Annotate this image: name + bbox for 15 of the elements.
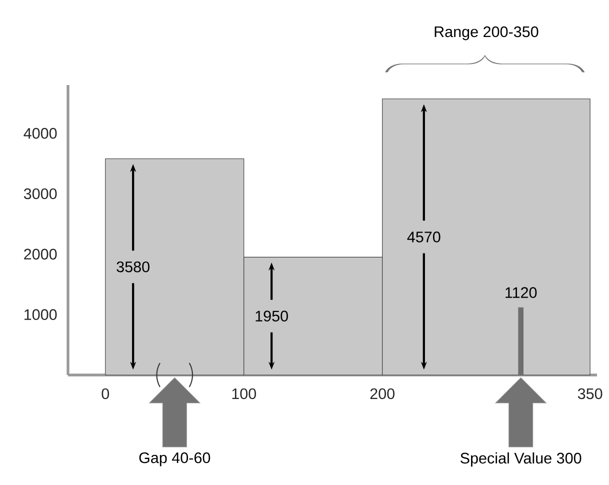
x-tick-label: 100 xyxy=(232,388,256,400)
x-tick-label: 0 xyxy=(102,388,110,400)
y-tick-label: 3000 xyxy=(24,188,57,200)
y-tick-label: 2000 xyxy=(24,248,57,260)
x-tick-label: 350 xyxy=(578,388,602,400)
text: Gap 40-60 xyxy=(139,452,210,466)
y-tick-label: 4000 xyxy=(24,128,57,139)
data-label: 1120 xyxy=(506,287,537,298)
data-label: 3580 xyxy=(116,261,150,272)
text: Range 200-350 xyxy=(434,26,538,40)
y-tick-label: 1000 xyxy=(24,309,57,320)
data-label: 4570 xyxy=(407,232,440,242)
text: Special Value 300 xyxy=(460,452,582,467)
data-label: 1950 xyxy=(256,310,288,322)
x-tick-label: 200 xyxy=(370,388,394,400)
